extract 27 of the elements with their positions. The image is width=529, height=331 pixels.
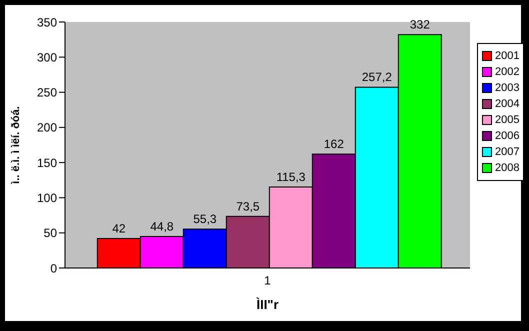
y-tick-label: 150 (36, 156, 58, 170)
data-label: 42 (112, 221, 126, 236)
data-label: 332 (410, 18, 430, 32)
legend-label: 2007 (495, 146, 520, 158)
y-axis-title: ì.. ë.ì. ì ìëí. ðóá. (10, 106, 22, 185)
y-tick-label: 350 (36, 15, 58, 30)
legend-label: 2005 (495, 114, 520, 126)
data-label: 44,8 (150, 220, 174, 234)
data-label: 162 (324, 137, 344, 152)
legend-label: 2004 (495, 98, 520, 110)
data-label: 115,3 (276, 170, 306, 184)
data-label: 55,3 (193, 212, 217, 226)
data-label: 257,2 (362, 70, 392, 84)
legend-label: 2006 (495, 130, 520, 142)
x-tick-label: 1 (264, 274, 272, 288)
legend-label: 2008 (495, 162, 520, 174)
legend-label: 2003 (495, 82, 520, 94)
data-label: 73,5 (236, 199, 260, 214)
legend-label: 2002 (495, 66, 520, 78)
y-tick-label: 50 (44, 226, 58, 240)
x-axis-title: ÌII"r (255, 297, 279, 312)
y-tick-label: 250 (36, 86, 58, 100)
y-tick-label: 0 (50, 261, 58, 276)
y-tick-label: 300 (36, 50, 58, 64)
y-tick-label: 100 (36, 190, 58, 205)
legend-label: 2001 (495, 50, 520, 62)
y-tick-label: 200 (36, 120, 58, 135)
